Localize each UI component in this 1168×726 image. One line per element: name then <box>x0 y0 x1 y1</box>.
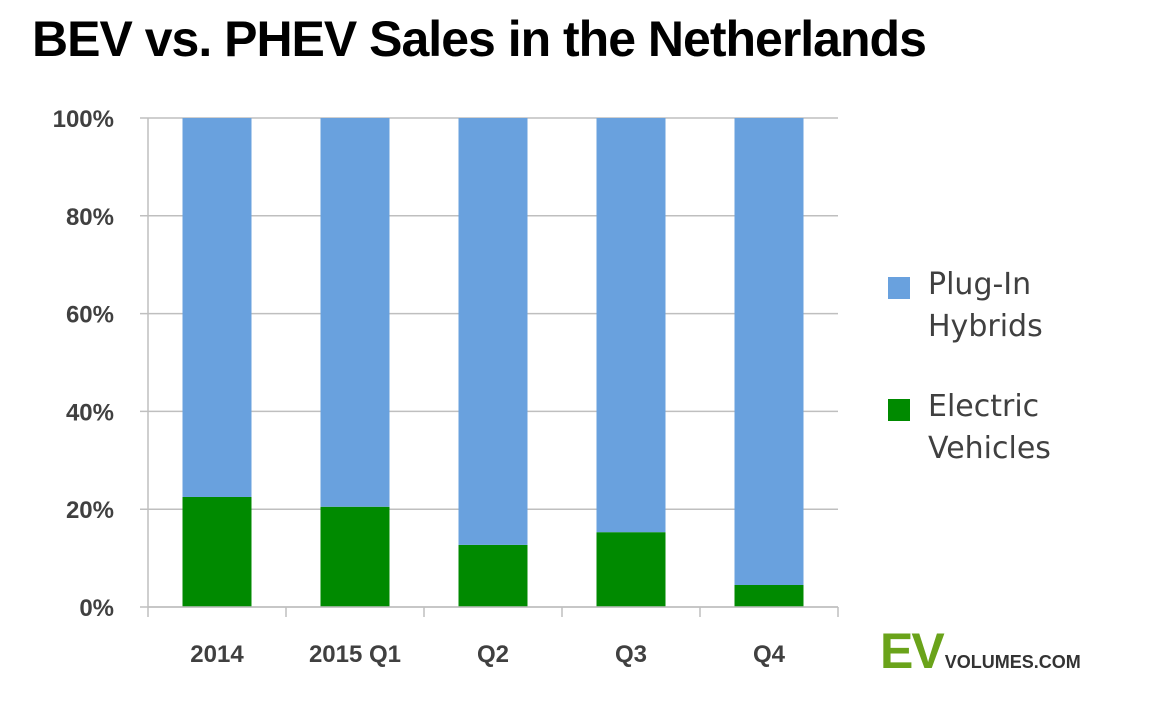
bar-plug-in-hybrids-2014 <box>182 118 252 497</box>
bar-plug-in-hybrids-q4 <box>734 118 804 585</box>
bar-electric-vehicles-q4 <box>734 584 804 607</box>
bar-plug-in-hybrids-2015-q1 <box>320 118 390 507</box>
legend-item-plug-in-hybrids: Plug-In Hybrids <box>888 264 1158 348</box>
x-tick-label-2014: 2014 <box>190 641 244 668</box>
x-tick-label-q2: Q2 <box>477 641 509 668</box>
legend-label-plug-in-hybrids: Plug-In Hybrids <box>928 267 1043 344</box>
legend-swatch-plug-in-hybrids <box>888 277 910 299</box>
y-tick-label-100: 100% <box>53 106 114 133</box>
y-tick-label-80: 80% <box>66 204 114 231</box>
legend-swatch-electric-vehicles <box>888 399 910 421</box>
x-tick-label-2015-q1: 2015 Q1 <box>309 641 401 668</box>
x-tick-label-q3: Q3 <box>615 641 647 668</box>
bar-electric-vehicles-q2 <box>458 544 528 607</box>
legend-item-electric-vehicles: Electric Vehicles <box>888 386 1158 470</box>
legend: Plug-In Hybrids Electric Vehicles <box>888 264 1158 470</box>
y-tick-label-60: 60% <box>66 302 114 329</box>
bar-electric-vehicles-q3 <box>596 532 666 607</box>
y-tick-label-0: 0% <box>79 595 114 622</box>
ev-volumes-logo: EV VOLUMES.COM <box>880 622 1081 680</box>
logo-volumes-text: VOLUMES.COM <box>944 652 1081 672</box>
logo-ev-text: EV <box>880 623 945 679</box>
y-tick-label-20: 20% <box>66 497 114 524</box>
bar-electric-vehicles-2014 <box>182 496 252 607</box>
chart-title: BEV vs. PHEV Sales in the Netherlands <box>32 11 927 67</box>
y-tick-label-40: 40% <box>66 399 114 426</box>
legend-label-electric-vehicles: Electric Vehicles <box>928 389 1051 466</box>
bar-plug-in-hybrids-q2 <box>458 118 528 545</box>
bar-plug-in-hybrids-q3 <box>596 118 666 533</box>
x-tick-label-q4: Q4 <box>753 641 786 668</box>
bar-electric-vehicles-2015-q1 <box>320 506 390 607</box>
